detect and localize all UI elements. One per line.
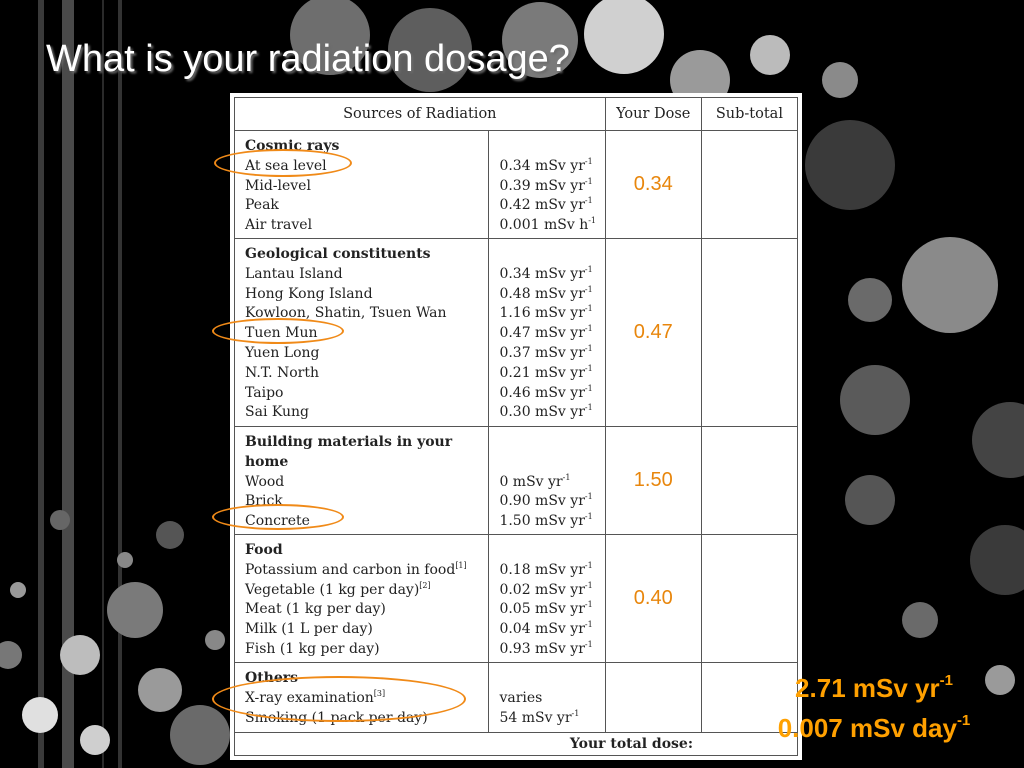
cosmic-rays-subtotal [700,130,799,239]
row-label: Lantau Island [245,265,343,282]
row-label: At sea level [245,157,327,174]
row-value: 1.16 mSv yr-1 [499,304,593,322]
row-label: Wood [245,473,285,490]
row-label: Potassium and carbon in food[1] [245,560,467,578]
row-value: 0.90 mSv yr-1 [499,492,593,510]
row-label: Brick [245,493,283,510]
row-label: Taipo [245,384,284,401]
building-subtotal [700,426,799,535]
row-value: 0.42 mSv yr-1 [499,196,593,214]
row-label: Yuen Long [245,344,320,361]
total-yearly-dose: 2.71 mSv yr-1 [795,672,953,703]
total-dose-label: Your total dose: [234,732,798,756]
row-value: 0.001 mSv h-1 [499,216,597,234]
row-label: Sai Kung [245,404,310,421]
row-label: Mid-level [245,177,311,194]
row-value: 0.02 mSv yr-1 [499,580,593,598]
row-label: Vegetable (1 kg per day)[2] [245,580,431,598]
section-building-materials: Building materials in your home Wood Bri… [233,426,799,535]
cosmic-rays-your-dose: 0.34 [604,130,702,239]
food-subtotal [700,534,799,663]
table-header-row: Sources of Radiation Your Dose Sub-total [234,97,799,131]
header-sub-total: Sub-total [700,97,799,131]
radiation-sources-table: Sources of Radiation Your Dose Sub-total… [233,97,799,756]
section-heading: Others [245,670,299,686]
row-label: X-ray examination[3] [245,688,386,706]
row-value: 0.21 mSv yr-1 [499,363,593,381]
others-your-dose [604,662,702,733]
row-value: 0.05 mSv yr-1 [499,600,593,618]
others-subtotal [700,662,799,733]
food-values: 0.18 mSv yr-1 0.02 mSv yr-1 0.05 mSv yr-… [488,534,606,663]
row-label: Milk (1 L per day) [245,621,373,638]
row-label: Hong Kong Island [245,285,373,302]
cosmic-rays-labels: Cosmic rays At sea level Mid-level Peak … [233,130,490,239]
food-labels: Food Potassium and carbon in food[1] Veg… [233,534,490,663]
header-sources: Sources of Radiation [234,97,606,131]
row-value: 0.04 mSv yr-1 [499,620,593,638]
row-label: Peak [245,197,279,214]
section-heading: Building materials in your [245,434,453,450]
row-value: 0.93 mSv yr-1 [499,639,593,657]
others-labels: Others X-ray examination[3] Smoking (1 p… [233,662,490,733]
section-food: Food Potassium and carbon in food[1] Veg… [233,534,799,663]
section-cosmic-rays: Cosmic rays At sea level Mid-level Peak … [233,130,799,239]
building-values: 0 mSv yr-1 0.90 mSv yr-1 1.50 mSv yr-1 [488,426,606,535]
cosmic-rays-values: 0.34 mSv yr-1 0.39 mSv yr-1 0.42 mSv yr-… [488,130,606,239]
row-value: 0.47 mSv yr-1 [499,324,593,342]
geological-labels: Geological constituents Lantau Island Ho… [233,238,490,427]
row-label: Tuen Mun [245,325,318,342]
section-heading: Cosmic rays [245,138,340,154]
row-label: N.T. North [245,364,319,381]
row-label: Meat (1 kg per day) [245,601,386,618]
row-value: 0.30 mSv yr-1 [499,403,593,421]
row-label: Concrete [245,513,310,530]
geological-values: 0.34 mSv yr-1 0.48 mSv yr-1 1.16 mSv yr-… [488,238,606,427]
row-label: Kowloon, Shatin, Tsuen Wan [245,305,447,322]
row-value: 0 mSv yr-1 [499,472,571,490]
section-geological: Geological constituents Lantau Island Ho… [233,238,799,427]
row-label: Air travel [245,217,313,234]
food-your-dose: 0.40 [604,534,702,663]
row-label: Fish (1 kg per day) [245,640,380,657]
geological-subtotal [700,238,799,427]
row-value: 0.34 mSv yr-1 [499,156,593,174]
section-heading: home [245,453,289,470]
row-value: 0.37 mSv yr-1 [499,343,593,361]
section-heading: Geological constituents [245,246,431,262]
building-your-dose: 1.50 [604,426,702,535]
geological-your-dose: 0.47 [604,238,702,427]
building-labels: Building materials in your home Wood Bri… [233,426,490,535]
total-daily-dose: 0.007 mSv day-1 [777,712,971,743]
row-value: 0.34 mSv yr-1 [499,264,593,282]
radiation-table-card: Sources of Radiation Your Dose Sub-total… [230,93,802,760]
row-value: 0.46 mSv yr-1 [499,383,593,401]
row-value: 1.50 mSv yr-1 [499,512,593,530]
section-heading: Food [245,542,283,558]
section-others: Others X-ray examination[3] Smoking (1 p… [233,662,799,733]
header-your-dose: Your Dose [604,97,702,131]
row-label: Smoking (1 pack per day) [245,709,428,726]
slide-title: What is your radiation dosage? [46,38,570,80]
others-values: varies 54 mSv yr-1 [488,662,606,733]
row-value: 0.48 mSv yr-1 [499,284,593,302]
row-value: 54 mSv yr-1 [499,708,580,726]
row-value: varies [499,689,543,706]
row-value: 0.18 mSv yr-1 [499,560,593,578]
row-value: 0.39 mSv yr-1 [499,176,593,194]
total-row: Your total dose: [234,732,798,756]
